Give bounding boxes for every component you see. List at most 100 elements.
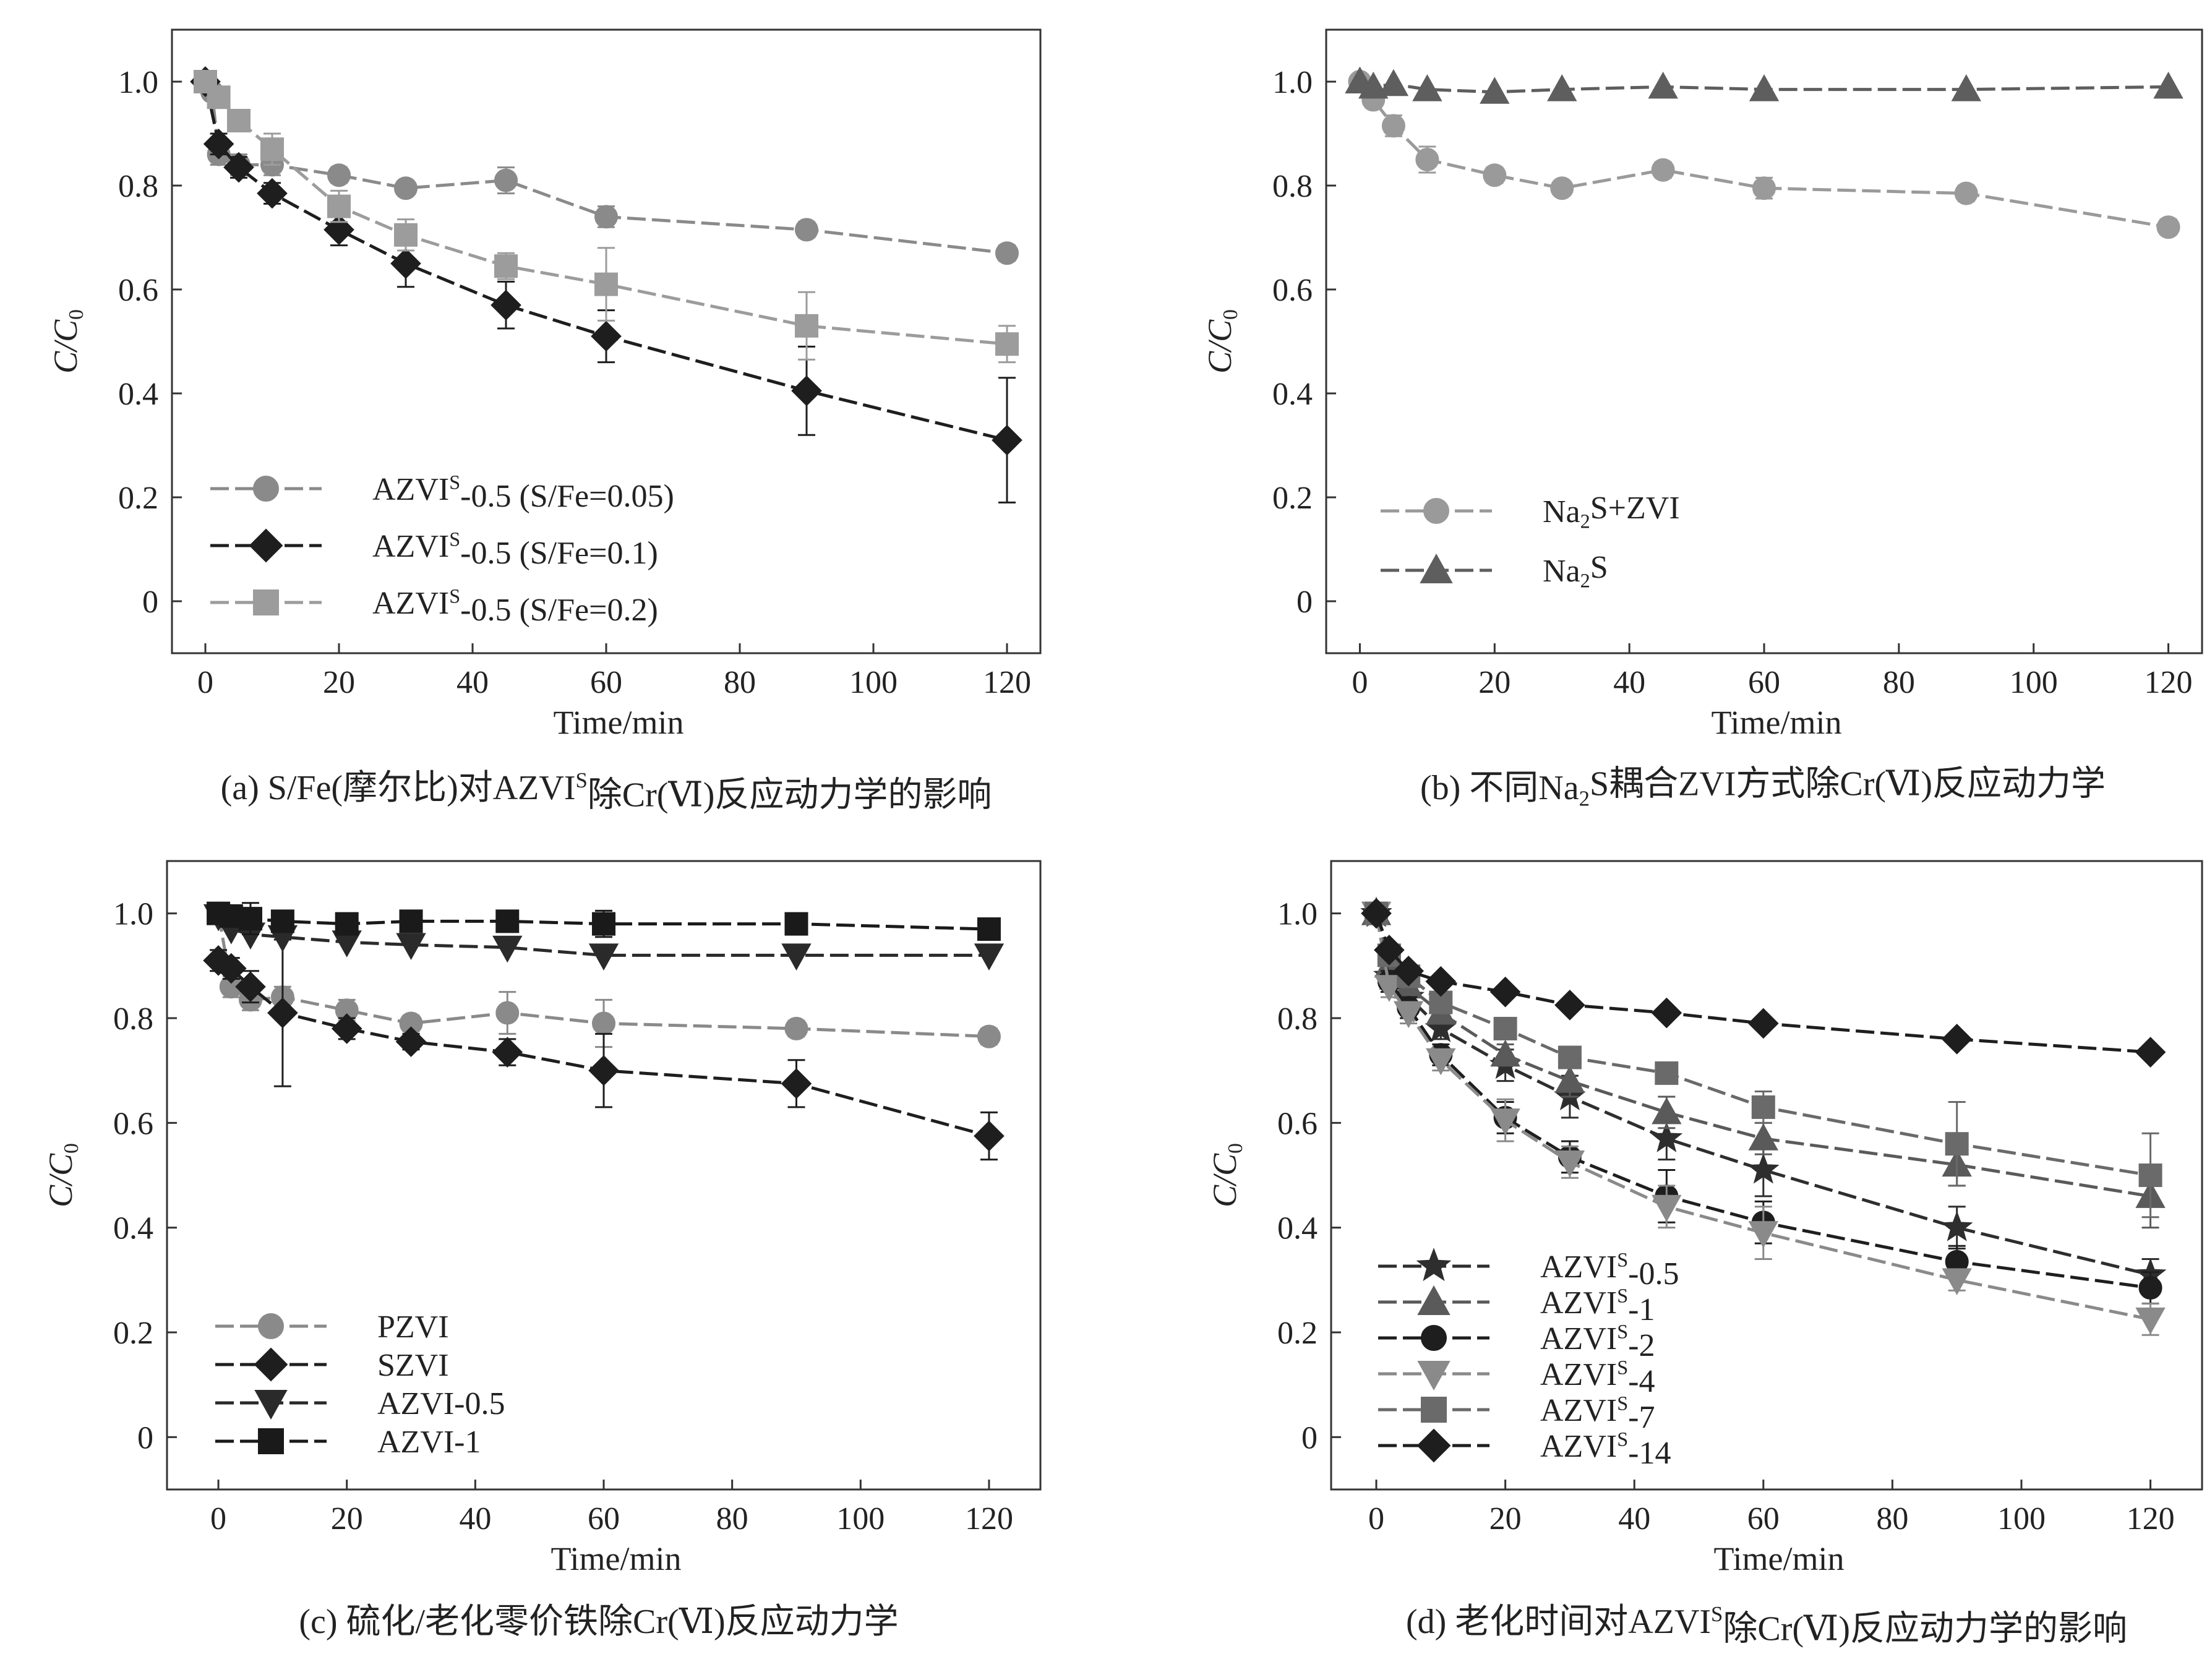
legend-marker	[1421, 1325, 1447, 1351]
data-point	[592, 912, 615, 936]
data-point	[977, 1024, 1001, 1048]
series-line	[218, 912, 989, 931]
data-point	[1490, 1039, 1520, 1067]
data-point	[1412, 74, 1442, 101]
legend-label-rest: S	[1590, 550, 1608, 585]
legend-label-sup: S	[1617, 1356, 1628, 1378]
y-axis-title-sub: 0	[1224, 1143, 1247, 1154]
legend-marker	[253, 476, 279, 502]
x-tick-label: 100	[2010, 665, 2058, 700]
legend-marker	[1417, 1285, 1451, 1315]
data-point	[2156, 215, 2180, 239]
legend-label-main: PZVI	[377, 1309, 449, 1345]
x-axis-title: Time/min	[1711, 704, 1841, 741]
legend-marker	[1416, 1248, 1452, 1282]
x-tick-label: 40	[456, 665, 489, 700]
y-axis-title: C/C0	[47, 309, 88, 374]
y-tick-label: 1.0	[1277, 897, 1318, 932]
data-point	[1547, 74, 1577, 101]
data-point	[327, 163, 351, 187]
data-point	[588, 943, 619, 971]
legend-label-sub: 2	[1580, 510, 1590, 533]
legend-label: AZVIS-0.5 (S/Fe=0.2)	[372, 585, 658, 628]
legend-label-main: AZVI	[1540, 1249, 1617, 1285]
data-point	[1749, 74, 1780, 101]
y-tick-label: 0.6	[1277, 1106, 1318, 1141]
data-point	[1374, 935, 1405, 966]
legend-marker	[254, 1347, 288, 1382]
y-axis-title-main: C/C	[47, 319, 84, 374]
x-tick-label: 40	[1618, 1501, 1650, 1536]
legend-label-rest: -0.5 (S/Fe=0.1)	[460, 536, 658, 571]
y-tick-label: 0.4	[118, 377, 158, 412]
data-point	[491, 289, 521, 321]
y-tick-label: 0.6	[1272, 273, 1313, 308]
legend-item-5: AZVIS-14	[1378, 1428, 1671, 1471]
data-point	[1655, 1061, 1679, 1085]
data-point	[235, 971, 266, 1003]
data-point	[227, 109, 251, 132]
caption-sup: S	[575, 768, 587, 792]
x-tick-label: 0	[1368, 1501, 1384, 1536]
series-5	[1361, 898, 2166, 1068]
y-tick-label: 0.8	[118, 169, 158, 204]
data-point	[1554, 1066, 1585, 1093]
x-tick-label: 60	[1748, 665, 1780, 700]
legend-label: AZVI-0.5	[377, 1386, 505, 1421]
data-point	[974, 1120, 1005, 1152]
x-tick-label: 60	[588, 1501, 620, 1536]
panel-caption: (d) 老化时间对AZVIS除Cr(Ⅵ)反应动力学的影响	[1406, 1602, 2127, 1648]
x-tick-label: 60	[590, 665, 622, 700]
series-line	[1359, 80, 2169, 94]
legend-item-1: AZVIS-1	[1378, 1284, 1655, 1327]
data-point	[1941, 1024, 1973, 1055]
legend-label-sup: S	[1617, 1248, 1628, 1271]
data-point	[1554, 990, 1585, 1021]
caption-sub: 2	[1579, 786, 1590, 810]
data-point	[494, 254, 518, 278]
series-line	[1374, 913, 2151, 1198]
data-point	[1393, 955, 1424, 987]
x-tick-label: 0	[197, 665, 213, 700]
y-tick-label: 0.2	[1272, 481, 1313, 516]
data-point	[1483, 163, 1507, 187]
legend-marker	[1416, 1428, 1451, 1463]
data-point	[791, 375, 822, 406]
legend-label: Na2S	[1543, 550, 1608, 592]
data-point	[2138, 1164, 2162, 1187]
data-point	[2138, 1276, 2162, 1300]
y-axis-title-group: C/C0	[1201, 309, 1242, 374]
data-point	[1426, 1048, 1456, 1076]
legend-label-sup: S	[1617, 1428, 1628, 1450]
legend-item-3: AZVI-1	[215, 1425, 481, 1460]
legend-label-rest: -2	[1628, 1328, 1655, 1363]
legend-item-0: AZVIS-0.5	[1378, 1248, 1679, 1292]
data-point	[1381, 114, 1405, 138]
y-tick-label: 0.2	[118, 481, 158, 516]
data-point	[1489, 976, 1521, 1008]
legend-label-main: AZVI-0.5	[377, 1386, 505, 1421]
legend-label-main: AZVI	[1540, 1393, 1617, 1428]
data-point	[992, 424, 1022, 456]
legend-label-main: AZVI-1	[377, 1425, 481, 1460]
panel-caption: (c) 硫化/老化零价铁除Cr(Ⅵ)反应动力学	[299, 1603, 898, 1641]
data-point	[216, 953, 247, 984]
legend-label: AZVIS-2	[1540, 1320, 1655, 1363]
y-axis-title: C/C0	[1206, 1143, 1247, 1207]
legend-label-main: AZVI	[1540, 1321, 1617, 1356]
legend-label-main: SZVI	[377, 1348, 449, 1383]
data-point	[331, 1013, 362, 1044]
legend-label-sub: 2	[1580, 570, 1590, 592]
series-line	[204, 81, 1008, 442]
y-tick-label: 1.0	[118, 65, 158, 100]
data-point	[1493, 1016, 1517, 1040]
data-point	[260, 137, 284, 161]
panel-d: 0 20 40 60 80 100 120 0 0.2 0.4 0.6 0.8 1.0 Time/min C…	[1206, 860, 2203, 1648]
y-tick-label: 0	[142, 585, 158, 620]
x-tick-label: 20	[323, 665, 355, 700]
x-tick-label: 40	[459, 1501, 491, 1536]
data-point	[1650, 1121, 1683, 1152]
y-tick-label: 0.6	[118, 273, 158, 308]
x-tick-label: 120	[2127, 1501, 2175, 1536]
data-point	[1358, 71, 1389, 99]
